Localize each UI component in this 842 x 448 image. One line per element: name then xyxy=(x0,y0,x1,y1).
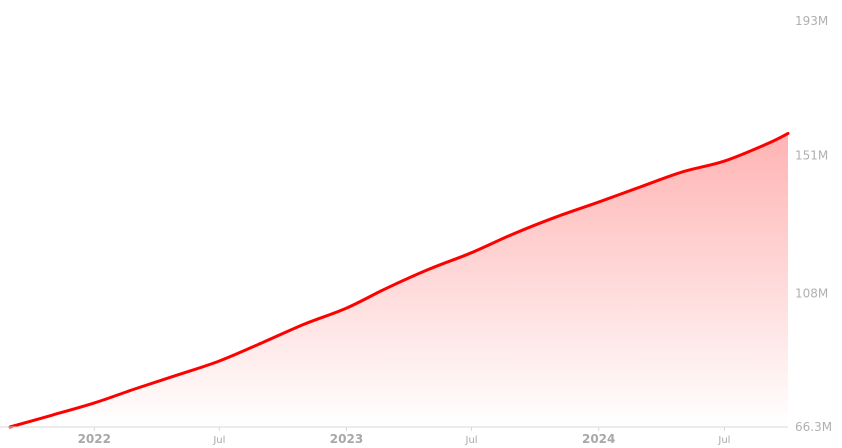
area-layer xyxy=(10,133,788,428)
y-axis: 193M 151M 108M 66.3M xyxy=(795,14,832,434)
line-layer xyxy=(8,131,790,429)
x-tick-label: 2022 xyxy=(78,432,111,446)
y-tick-label: 108M xyxy=(795,286,828,300)
series-line xyxy=(8,131,790,429)
area-fill xyxy=(10,133,788,428)
x-tick-label: 2024 xyxy=(582,432,615,446)
x-tick-label: Jul xyxy=(465,435,478,446)
x-axis: 2022 Jul 2023 Jul 2024 Jul xyxy=(78,427,730,446)
x-tick-label: 2023 xyxy=(330,432,363,446)
y-tick-label: 151M xyxy=(795,149,828,163)
y-tick-label: 66.3M xyxy=(795,420,832,434)
x-tick-label: Jul xyxy=(717,435,730,446)
x-tick-label: Jul xyxy=(212,435,225,446)
y-tick-label: 193M xyxy=(795,14,828,28)
